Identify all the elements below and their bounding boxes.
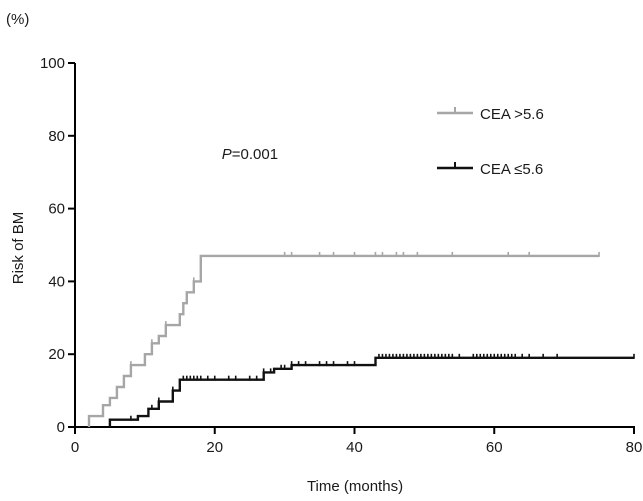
x-tick-label: 80 <box>626 439 643 456</box>
legend-label-1: CEA ≤5.6 <box>480 161 543 178</box>
x-tick-label: 0 <box>71 439 79 456</box>
axes: 0 20 40 60 80 100 0 20 40 60 80 <box>40 55 642 456</box>
p-value-symbol: P <box>222 146 232 163</box>
series-line-1 <box>108 356 634 427</box>
p-value-text: =0.001 <box>232 146 278 163</box>
y-tick-label: 80 <box>48 128 65 145</box>
x-tick-label: 40 <box>346 439 363 456</box>
y-tick-label: 40 <box>48 273 65 290</box>
x-axis-title: Time (months) <box>307 478 403 495</box>
y-tick-label: 0 <box>57 419 65 436</box>
y-axis-title: Risk of BM <box>10 212 27 285</box>
x-tick-label: 20 <box>206 439 223 456</box>
legend-label-0: CEA >5.6 <box>480 106 544 123</box>
legend: CEA >5.6 CEA ≤5.6 <box>437 106 544 178</box>
y-tick-label: 20 <box>48 346 65 363</box>
x-tick-label: 60 <box>486 439 503 456</box>
y-tick-label: 60 <box>48 201 65 218</box>
y-tick-label: 100 <box>40 55 65 72</box>
series-layer <box>87 251 635 427</box>
p-value-annotation: P=0.001 <box>222 146 278 163</box>
y-unit-label: (%) <box>6 11 29 28</box>
